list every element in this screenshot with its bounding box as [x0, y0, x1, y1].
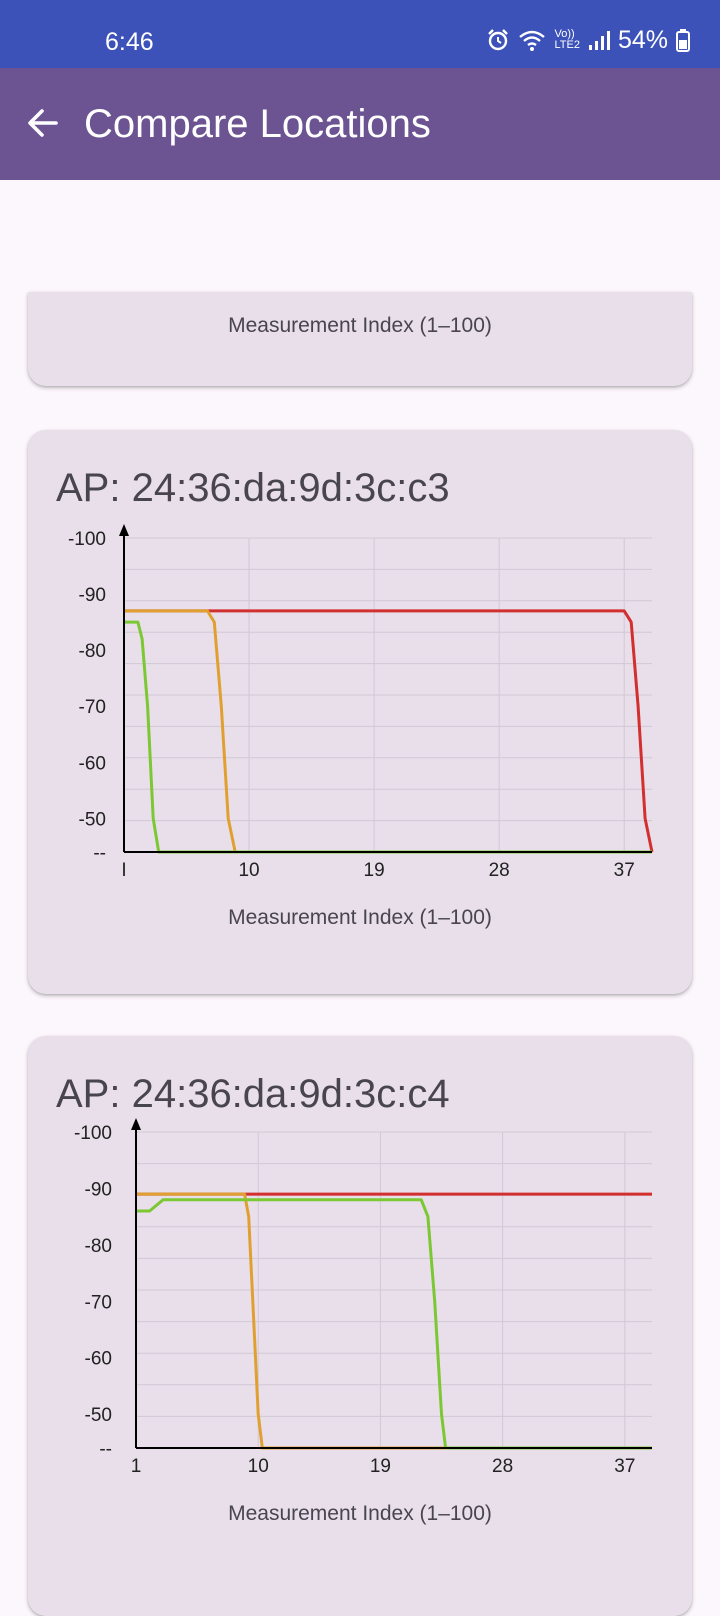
- x-tick-label: 37: [614, 1456, 635, 1477]
- x-axis-label: Measurement Index (1–100): [228, 314, 492, 337]
- y-tick-label: -60: [85, 1349, 112, 1370]
- status-bar: 6:46 Vo)) LTE2 54%: [0, 0, 720, 68]
- y-tick-label: --: [93, 843, 106, 864]
- rssi-chart: -100 -90 -80 -70 -60 -50 -- I 10 19 28 37: [68, 524, 654, 881]
- x-tick-label: 10: [238, 860, 259, 881]
- series-line: [124, 620, 652, 854]
- chart-card-partial: Measurement Index (1–100): [28, 292, 692, 386]
- y-tick-label: --: [99, 1439, 112, 1460]
- chart-card: AP: 24:36:da:9d:3c:c3 -100 -90 -80 -70 -60 -5…: [28, 430, 692, 994]
- x-tick-label: 19: [370, 1456, 391, 1477]
- volte-label: Vo)): [554, 28, 575, 40]
- app-bar: Compare Locations: [0, 68, 720, 180]
- x-tick-label: 37: [614, 860, 635, 881]
- alarm-icon: [488, 29, 509, 51]
- x-tick-label: 1: [131, 1456, 142, 1477]
- signal-icon: [588, 31, 610, 50]
- lte-label: LTE2: [554, 39, 580, 51]
- y-tick-label: -90: [85, 1179, 112, 1200]
- x-axis-label: Measurement Index (1–100): [228, 906, 492, 929]
- y-tick-label: -90: [79, 585, 106, 606]
- y-tick-label: -50: [79, 809, 106, 830]
- y-tick-label: -100: [74, 1123, 112, 1144]
- x-axis-label: Measurement Index (1–100): [228, 1502, 492, 1525]
- grid: [124, 537, 652, 853]
- y-axis-arrow: [119, 524, 129, 536]
- x-tick-label: 10: [248, 1456, 269, 1477]
- x-tick-label: 19: [364, 860, 385, 881]
- battery-percent: 54%: [617, 25, 668, 54]
- y-tick-label: -60: [79, 753, 106, 774]
- x-tick-label: 28: [492, 1456, 513, 1477]
- y-tick-label: -100: [68, 529, 106, 550]
- volte-lte-badge: Vo)) LTE2: [554, 29, 579, 51]
- y-tick-label: -70: [79, 697, 106, 718]
- x-tick-label: I: [121, 860, 126, 881]
- page-title: Compare Locations: [84, 102, 431, 146]
- battery-icon: [676, 29, 690, 52]
- chart-card: AP: 24:36:da:9d:3c:c4 -100 -90 -80 -70 -60 -5…: [28, 1036, 692, 1616]
- y-tick-label: -80: [79, 641, 106, 662]
- rssi-chart: -100 -90 -80 -70 -60 -50 -- 1 10 19 28 37: [74, 1118, 652, 1477]
- series-line: [136, 1198, 652, 1450]
- wifi-icon: [519, 30, 546, 51]
- y-tick-label: -80: [85, 1236, 112, 1257]
- chart-title: AP: 24:36:da:9d:3c:c3: [56, 466, 450, 510]
- status-time: 6:46: [105, 28, 154, 56]
- status-icons: Vo)) LTE2 54%: [486, 24, 690, 56]
- chart-title: AP: 24:36:da:9d:3c:c4: [56, 1072, 450, 1116]
- back-arrow-icon[interactable]: [22, 102, 64, 144]
- y-axis-arrow: [131, 1118, 141, 1130]
- series-line: [136, 1192, 652, 1450]
- x-tick-label: 28: [489, 860, 510, 881]
- y-tick-label: -50: [85, 1405, 112, 1426]
- series-line: [124, 609, 654, 853]
- series-line: [124, 609, 652, 854]
- grid: [136, 1131, 652, 1449]
- y-tick-label: -70: [85, 1292, 112, 1313]
